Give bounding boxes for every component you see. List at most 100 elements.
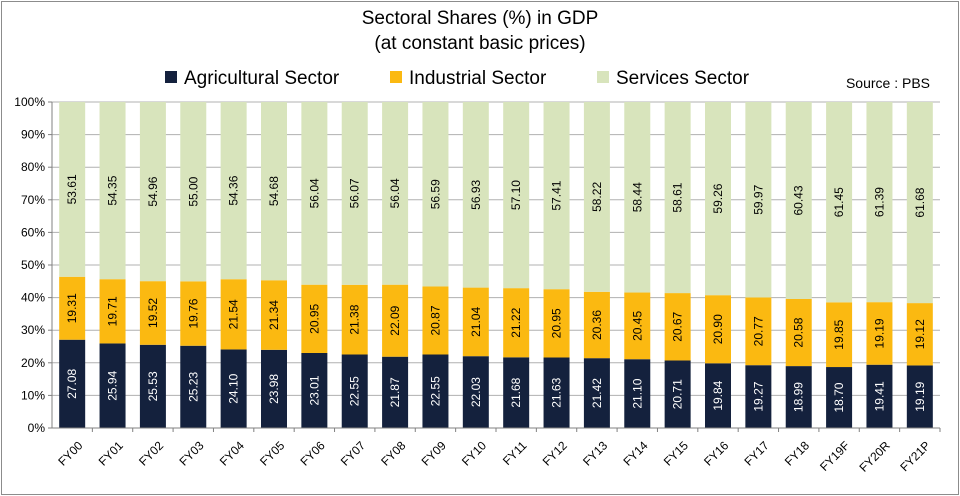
bar-segment-services-sector	[826, 102, 853, 303]
x-tick-label: FY15	[661, 438, 691, 468]
bar-segment-services-sector	[180, 102, 207, 282]
y-tick-label: 70%	[21, 193, 45, 207]
data-label: 56.07	[348, 178, 362, 208]
x-tick-label: FY04	[217, 438, 247, 468]
data-label: 24.10	[227, 373, 241, 403]
data-label: 57.10	[509, 180, 523, 210]
data-label: 27.08	[65, 369, 79, 399]
data-label: 56.04	[307, 178, 321, 208]
data-label: 21.34	[267, 300, 281, 330]
bar-segment-industrial-sector	[301, 284, 328, 353]
legend-label-industrial: Industrial Sector	[409, 68, 547, 89]
bar-segment-industrial-sector	[139, 281, 166, 345]
x-tick-label: FY10	[459, 438, 489, 468]
bar-segment-agricultural-sector	[180, 345, 207, 428]
data-label: 59.97	[751, 184, 765, 214]
bar-segment-industrial-sector	[543, 289, 570, 358]
data-label: 20.95	[307, 303, 321, 333]
bar-segment-services-sector	[301, 102, 328, 285]
bar-segment-industrial-sector	[583, 291, 610, 359]
bar-segment-agricultural-sector	[139, 344, 166, 428]
legend-swatch-industrial	[390, 71, 402, 83]
chart-title: Sectoral Shares (%) in GDP	[361, 8, 599, 29]
data-label: 61.45	[832, 187, 846, 217]
bar-segment-services-sector	[341, 102, 368, 285]
bar-segment-industrial-sector	[826, 302, 853, 368]
bar-segment-agricultural-sector	[583, 358, 610, 428]
bar-segment-industrial-sector	[785, 299, 812, 367]
y-tick-label: 20%	[21, 356, 45, 370]
y-tick-label: 30%	[21, 323, 45, 337]
bar-segment-agricultural-sector	[220, 349, 247, 428]
bar-segment-services-sector	[785, 102, 812, 300]
legend-services: Services Sector	[597, 68, 749, 90]
chart-subtitle: (at constant basic prices)	[374, 33, 586, 54]
x-tick-label: FY09	[419, 438, 449, 468]
bar-segment-agricultural-sector	[906, 365, 933, 428]
data-label: 20.87	[428, 305, 442, 335]
bar-segment-services-sector	[543, 102, 570, 290]
y-tick-label: 80%	[21, 160, 45, 174]
data-label: 21.10	[630, 378, 644, 408]
bar-segment-services-sector	[583, 102, 610, 292]
data-label: 20.95	[550, 308, 564, 338]
bar-segment-services-sector	[99, 102, 126, 280]
bar-segment-services-sector	[382, 102, 409, 285]
legend-industrial: Industrial Sector	[390, 68, 546, 90]
bar-segment-agricultural-sector	[261, 349, 287, 428]
data-label: 21.54	[227, 299, 241, 329]
bar-segment-industrial-sector	[220, 279, 247, 350]
data-label: 20.36	[590, 310, 604, 340]
bar-segment-industrial-sector	[624, 292, 651, 360]
x-tick-label: FY03	[176, 438, 206, 468]
bar-segment-agricultural-sector	[99, 343, 126, 428]
x-tick-label: FY07	[338, 438, 368, 468]
data-label: 60.43	[792, 185, 806, 215]
bar-segment-agricultural-sector	[503, 357, 530, 428]
data-label: 19.31	[65, 293, 79, 323]
data-label: 21.04	[469, 307, 483, 337]
data-label: 56.04	[388, 178, 402, 208]
x-tick-label: FY13	[580, 438, 610, 468]
bar-segment-services-sector	[664, 102, 691, 294]
data-label: 19.85	[832, 319, 846, 349]
bar-segment-industrial-sector	[745, 297, 772, 366]
data-label: 18.99	[792, 382, 806, 412]
data-label: 54.35	[106, 175, 120, 205]
y-tick-label: 40%	[21, 291, 45, 305]
data-label: 19.71	[106, 296, 120, 326]
bar-segment-services-sector	[503, 102, 530, 289]
data-label: 20.71	[671, 379, 685, 409]
legend-label-services: Services Sector	[616, 68, 750, 89]
bar-segment-industrial-sector	[59, 276, 86, 340]
bar-segment-services-sector	[139, 102, 166, 282]
bar-segment-services-sector	[906, 102, 933, 304]
source-note: Source : PBS	[845, 75, 930, 91]
x-tick-label: FY06	[298, 438, 328, 468]
data-label: 54.68	[267, 176, 281, 206]
bar-segment-industrial-sector	[866, 302, 893, 365]
data-label: 23.01	[307, 375, 321, 405]
legend-agricultural: Agricultural Sector	[165, 68, 339, 90]
bar-segment-services-sector	[745, 102, 772, 298]
bar-segment-services-sector	[261, 102, 287, 281]
data-label: 56.59	[428, 179, 442, 209]
data-label: 59.26	[711, 183, 725, 213]
y-tick-label: 60%	[21, 225, 45, 239]
x-tick-label: FY08	[378, 438, 408, 468]
bar-segment-agricultural-sector	[422, 354, 449, 428]
data-label: 21.68	[509, 377, 523, 407]
data-label: 58.22	[590, 182, 604, 212]
bar-segment-services-sector	[705, 102, 731, 296]
data-label: 19.84	[711, 380, 725, 410]
x-tick-label: FY16	[701, 438, 731, 468]
data-label: 21.42	[590, 378, 604, 408]
data-label: 61.68	[913, 187, 927, 217]
bar-segment-industrial-sector	[382, 284, 409, 357]
data-label: 25.53	[146, 371, 160, 401]
data-label: 20.77	[751, 316, 765, 346]
legend-swatch-services	[597, 71, 609, 83]
x-tick-label: FY05	[257, 438, 287, 468]
bar-segment-industrial-sector	[99, 279, 126, 344]
data-label: 19.41	[872, 381, 886, 411]
